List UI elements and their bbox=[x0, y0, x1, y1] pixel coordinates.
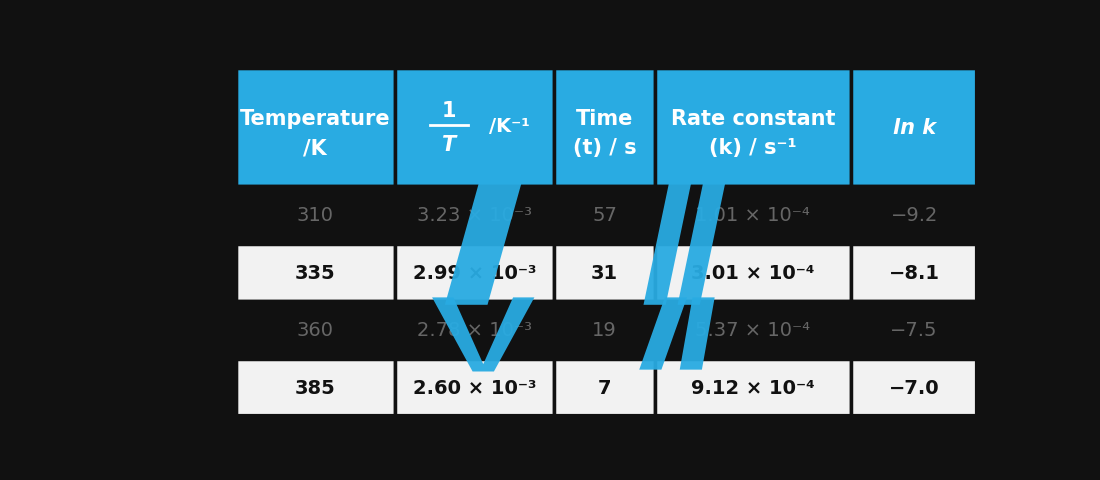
Bar bbox=[235, 187, 395, 244]
Bar bbox=[654, 69, 851, 187]
Text: −7.5: −7.5 bbox=[890, 321, 938, 340]
Text: −7.0: −7.0 bbox=[889, 378, 939, 397]
Bar bbox=[235, 244, 395, 301]
Text: Time: Time bbox=[575, 108, 634, 129]
Polygon shape bbox=[680, 298, 715, 370]
Polygon shape bbox=[444, 183, 521, 305]
Bar bbox=[554, 69, 654, 187]
Text: 31: 31 bbox=[591, 264, 618, 282]
Bar bbox=[235, 69, 977, 416]
Text: (k) / s⁻¹: (k) / s⁻¹ bbox=[710, 138, 796, 158]
Text: 19: 19 bbox=[592, 321, 617, 340]
Polygon shape bbox=[678, 183, 725, 305]
Text: 2.99 × 10⁻³: 2.99 × 10⁻³ bbox=[412, 264, 537, 282]
Text: 9.12 × 10⁻⁴: 9.12 × 10⁻⁴ bbox=[691, 378, 815, 397]
Text: T: T bbox=[442, 134, 456, 155]
Text: Rate constant: Rate constant bbox=[671, 108, 835, 129]
Bar bbox=[554, 187, 654, 244]
Text: 5.37 × 10⁻⁴: 5.37 × 10⁻⁴ bbox=[695, 321, 811, 340]
Bar bbox=[851, 69, 977, 187]
Bar bbox=[851, 301, 977, 359]
Text: 3.23 × 10⁻³: 3.23 × 10⁻³ bbox=[417, 206, 532, 225]
Bar bbox=[235, 301, 395, 359]
Bar bbox=[654, 301, 851, 359]
Text: 57: 57 bbox=[592, 206, 617, 225]
Bar bbox=[554, 301, 654, 359]
Bar bbox=[395, 359, 554, 416]
Text: 1.01 × 10⁻⁴: 1.01 × 10⁻⁴ bbox=[695, 206, 811, 225]
Bar bbox=[654, 244, 851, 301]
Bar bbox=[395, 187, 554, 244]
Text: 2.78 × 10⁻³: 2.78 × 10⁻³ bbox=[417, 321, 532, 340]
Text: /K⁻¹: /K⁻¹ bbox=[490, 117, 530, 135]
Bar bbox=[395, 301, 554, 359]
Bar bbox=[395, 244, 554, 301]
Text: 1: 1 bbox=[442, 101, 456, 121]
Text: (t) / s: (t) / s bbox=[573, 138, 636, 158]
Bar bbox=[654, 187, 851, 244]
Bar bbox=[235, 359, 395, 416]
Polygon shape bbox=[644, 183, 691, 305]
Text: −9.2: −9.2 bbox=[891, 206, 938, 225]
Text: 310: 310 bbox=[297, 206, 333, 225]
Bar bbox=[554, 244, 654, 301]
Polygon shape bbox=[639, 298, 688, 370]
Bar bbox=[851, 244, 977, 301]
Text: −8.1: −8.1 bbox=[889, 264, 939, 282]
Text: 360: 360 bbox=[297, 321, 333, 340]
Bar bbox=[395, 69, 554, 187]
Text: 335: 335 bbox=[295, 264, 336, 282]
Text: 2.60 × 10⁻³: 2.60 × 10⁻³ bbox=[412, 378, 537, 397]
Text: /K: /K bbox=[304, 138, 327, 158]
Text: 385: 385 bbox=[295, 378, 336, 397]
Polygon shape bbox=[432, 298, 535, 372]
Text: Temperature: Temperature bbox=[240, 108, 390, 129]
Text: 3.01 × 10⁻⁴: 3.01 × 10⁻⁴ bbox=[691, 264, 815, 282]
Bar bbox=[851, 187, 977, 244]
Text: ln k: ln k bbox=[892, 118, 936, 138]
Bar bbox=[235, 69, 395, 187]
Bar bbox=[851, 359, 977, 416]
Bar bbox=[554, 359, 654, 416]
Text: 7: 7 bbox=[597, 378, 612, 397]
Bar bbox=[654, 359, 851, 416]
